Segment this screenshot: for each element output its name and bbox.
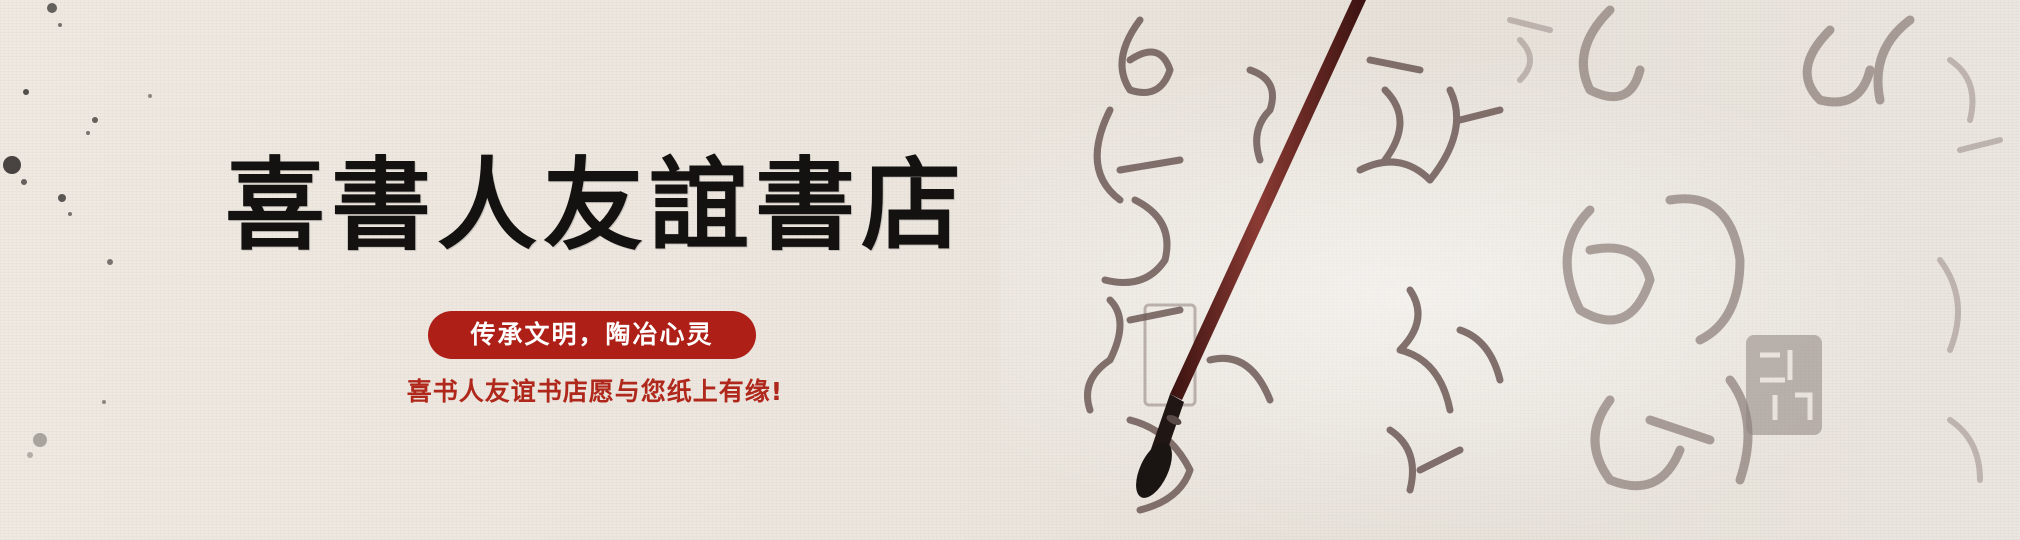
- slogan-badge: 传承文明，陶冶心灵: [428, 311, 756, 359]
- calligraphy-brush-illustration: [1136, 0, 1366, 498]
- seal-stamp: [1746, 335, 1822, 435]
- store-title: 喜書人友誼書店: [225, 146, 967, 264]
- tagline-text: 喜书人友谊书店愿与您纸上有缘!: [406, 377, 784, 406]
- ink-splatter-decoration: [3, 3, 152, 458]
- calligraphy-background: [1084, 5, 2003, 514]
